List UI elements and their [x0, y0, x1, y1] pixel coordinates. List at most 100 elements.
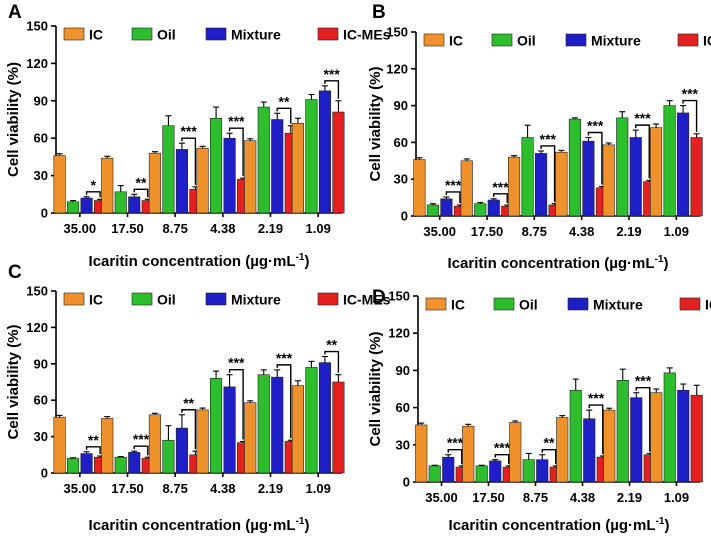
significance-bracket [228, 369, 244, 440]
x-tick-label: 17.50 [472, 490, 505, 505]
panel-letter: A [8, 2, 22, 23]
y-tick-label: 30 [34, 429, 48, 444]
y-tick-label: 90 [34, 356, 48, 371]
bar-mixture [318, 90, 331, 214]
bar-ic [196, 409, 209, 474]
x-axis-title: Icaritin concentration (µg·mL-1) [89, 252, 310, 270]
x-tick-label: 4.38 [570, 490, 595, 505]
bar-ic [556, 417, 569, 483]
bar-mixture [271, 376, 284, 474]
significance-label: *** [180, 123, 197, 139]
y-tick-label: 120 [26, 320, 48, 335]
y-tick-label: 150 [388, 289, 410, 304]
x-tick-label: 2.19 [258, 481, 283, 496]
legend-item: Mixture [205, 292, 281, 308]
x-tick-label: 2.19 [258, 221, 283, 236]
legend-item: Oil [493, 297, 538, 313]
significance-label: *** [540, 131, 557, 147]
bar-oil [474, 203, 487, 217]
bar-ic [196, 147, 209, 214]
y-tick-label: 120 [388, 326, 410, 341]
bar-ic [555, 151, 568, 217]
bar-oil [426, 204, 439, 217]
significance-label: *** [445, 177, 462, 193]
legend-swatch [317, 292, 339, 306]
bar-mixture [175, 427, 188, 474]
x-tick-label: 4.38 [569, 224, 594, 239]
significance-bracket [493, 193, 508, 203]
bar-ic-mes [332, 381, 345, 474]
legend-item: IC-MEs [677, 33, 711, 49]
x-tick-label: 4.38 [210, 481, 235, 496]
legend-swatch [131, 292, 153, 306]
x-tick-label: 17.50 [471, 224, 504, 239]
y-tick-label: 150 [26, 284, 48, 299]
significance-label: *** [494, 440, 511, 456]
legend-swatch [205, 27, 227, 41]
x-tick-label: 17.50 [111, 221, 144, 236]
significance-label: ** [326, 337, 337, 353]
bar-oil [67, 458, 80, 474]
significance-bracket [181, 137, 197, 185]
bar-mixture [271, 119, 284, 214]
significance-label: *** [492, 179, 509, 195]
legend-swatch [565, 33, 587, 47]
significance-label: *** [133, 431, 150, 447]
legend-label: IC [89, 292, 103, 308]
bar-ic [415, 424, 428, 483]
bar-mixture [80, 453, 93, 474]
bar-ic [53, 155, 66, 214]
y-tick-label: 30 [396, 437, 410, 452]
y-tick-label: 120 [386, 61, 408, 76]
x-tick-label: 1.09 [664, 490, 689, 505]
y-axis-title: Cell viability (%) [367, 331, 384, 446]
bar-mixture [536, 459, 549, 483]
significance-bracket [228, 127, 244, 177]
panel-letter: C [8, 262, 22, 283]
significance-bracket [682, 99, 698, 132]
bar-ic [508, 156, 521, 217]
significance-bracket [324, 80, 340, 99]
significance-label: *** [447, 435, 464, 451]
chart-panel-a: A 0 30 60 90 120 150 Cell viability (%) Icaritin… [5, 2, 391, 270]
y-axis-title: Cell viability (%) [367, 66, 384, 181]
y-axis-title: Cell viability (%) [5, 62, 22, 177]
x-axis-title-main: Icaritin concentration (µg·mL [448, 255, 655, 272]
bar-mixture [583, 418, 596, 483]
significance-label: ** [279, 93, 290, 109]
bar-oil [305, 99, 318, 214]
y-tick-label: 60 [396, 400, 410, 415]
legend-label: Mixture [231, 292, 281, 308]
bar-oil [428, 465, 441, 483]
significance-label: *** [228, 355, 245, 371]
y-tick-label: 0 [41, 466, 48, 481]
x-axis-title-sup: -1 [655, 254, 664, 265]
legend-label: Mixture [591, 33, 641, 49]
significance-bracket [276, 107, 292, 124]
legend-swatch [567, 297, 589, 311]
x-tick-label: 35.00 [64, 481, 97, 496]
bar-oil [568, 118, 581, 217]
y-tick-label: 150 [26, 19, 48, 34]
bar-ic [244, 140, 257, 214]
x-axis-title: Icaritin concentration (µg·mL-1) [89, 516, 310, 534]
legend-swatch [205, 292, 227, 306]
bar-ic [101, 418, 114, 474]
x-axis-title-end: ) [304, 253, 309, 270]
legend-item: IC [425, 297, 465, 313]
legend-swatch [425, 297, 447, 311]
bar-ic [101, 157, 114, 214]
bar-oil [521, 137, 534, 217]
legend-label: IC-MEs [343, 292, 391, 308]
significance-label: *** [682, 86, 699, 102]
legend-label: Oil [517, 33, 536, 49]
y-tick-label: 30 [34, 168, 48, 183]
x-axis-title-end: ) [664, 517, 669, 534]
bar-oil [210, 117, 223, 214]
bar-ic [291, 385, 304, 474]
legend-item: IC-MEs [317, 292, 391, 308]
bar-mixture [223, 386, 236, 474]
y-tick-label: 60 [394, 135, 408, 150]
bar-mixture [630, 397, 643, 483]
